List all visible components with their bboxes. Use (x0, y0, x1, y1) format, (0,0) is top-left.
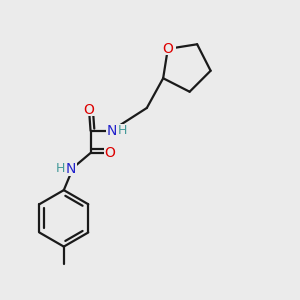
FancyBboxPatch shape (55, 163, 77, 176)
Text: H: H (55, 162, 64, 175)
Text: O: O (104, 146, 115, 160)
Text: O: O (84, 103, 94, 118)
FancyBboxPatch shape (106, 124, 128, 137)
Text: N: N (106, 124, 116, 138)
FancyBboxPatch shape (103, 147, 116, 159)
FancyBboxPatch shape (83, 105, 95, 116)
Text: O: O (162, 42, 173, 56)
Text: N: N (66, 162, 76, 176)
Text: H: H (118, 124, 127, 137)
FancyBboxPatch shape (160, 43, 176, 55)
